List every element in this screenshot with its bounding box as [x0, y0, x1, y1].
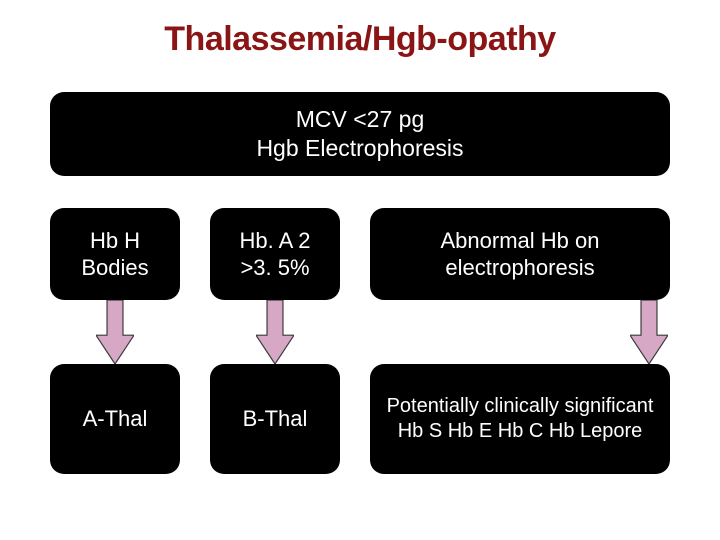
row2-box-1: B-Thal: [210, 364, 340, 474]
row2-box-1-text: B-Thal: [243, 405, 308, 433]
arrow-2: [630, 300, 668, 364]
header-line1: MCV <27 pg: [296, 105, 425, 134]
row2-box-0-text: A-Thal: [83, 405, 148, 433]
row1-box-0-line1: Hb H: [90, 227, 140, 255]
row2-box-2-text: Potentially clinically significant Hb S …: [380, 394, 660, 444]
row2-box-0: A-Thal: [50, 364, 180, 474]
arrow-0: [96, 300, 134, 364]
row1-box-2-line1: Abnormal Hb on: [441, 227, 600, 255]
arrow-1: [256, 300, 294, 364]
header-box: MCV <27 pg Hgb Electrophoresis: [50, 92, 670, 176]
row1-box-1-line1: Hb. A 2: [240, 227, 311, 255]
row1-box-2: Abnormal Hb on electrophoresis: [370, 208, 670, 300]
row1-box-1-line2: >3. 5%: [240, 254, 309, 282]
row1-box-0: Hb H Bodies: [50, 208, 180, 300]
header-line2: Hgb Electrophoresis: [256, 134, 463, 163]
row1-box-1: Hb. A 2 >3. 5%: [210, 208, 340, 300]
row1-box-2-line2: electrophoresis: [445, 254, 594, 282]
slide-title: Thalassemia/Hgb-opathy: [0, 20, 720, 59]
row2-box-2: Potentially clinically significant Hb S …: [370, 364, 670, 474]
row1-box-0-line2: Bodies: [81, 254, 148, 282]
